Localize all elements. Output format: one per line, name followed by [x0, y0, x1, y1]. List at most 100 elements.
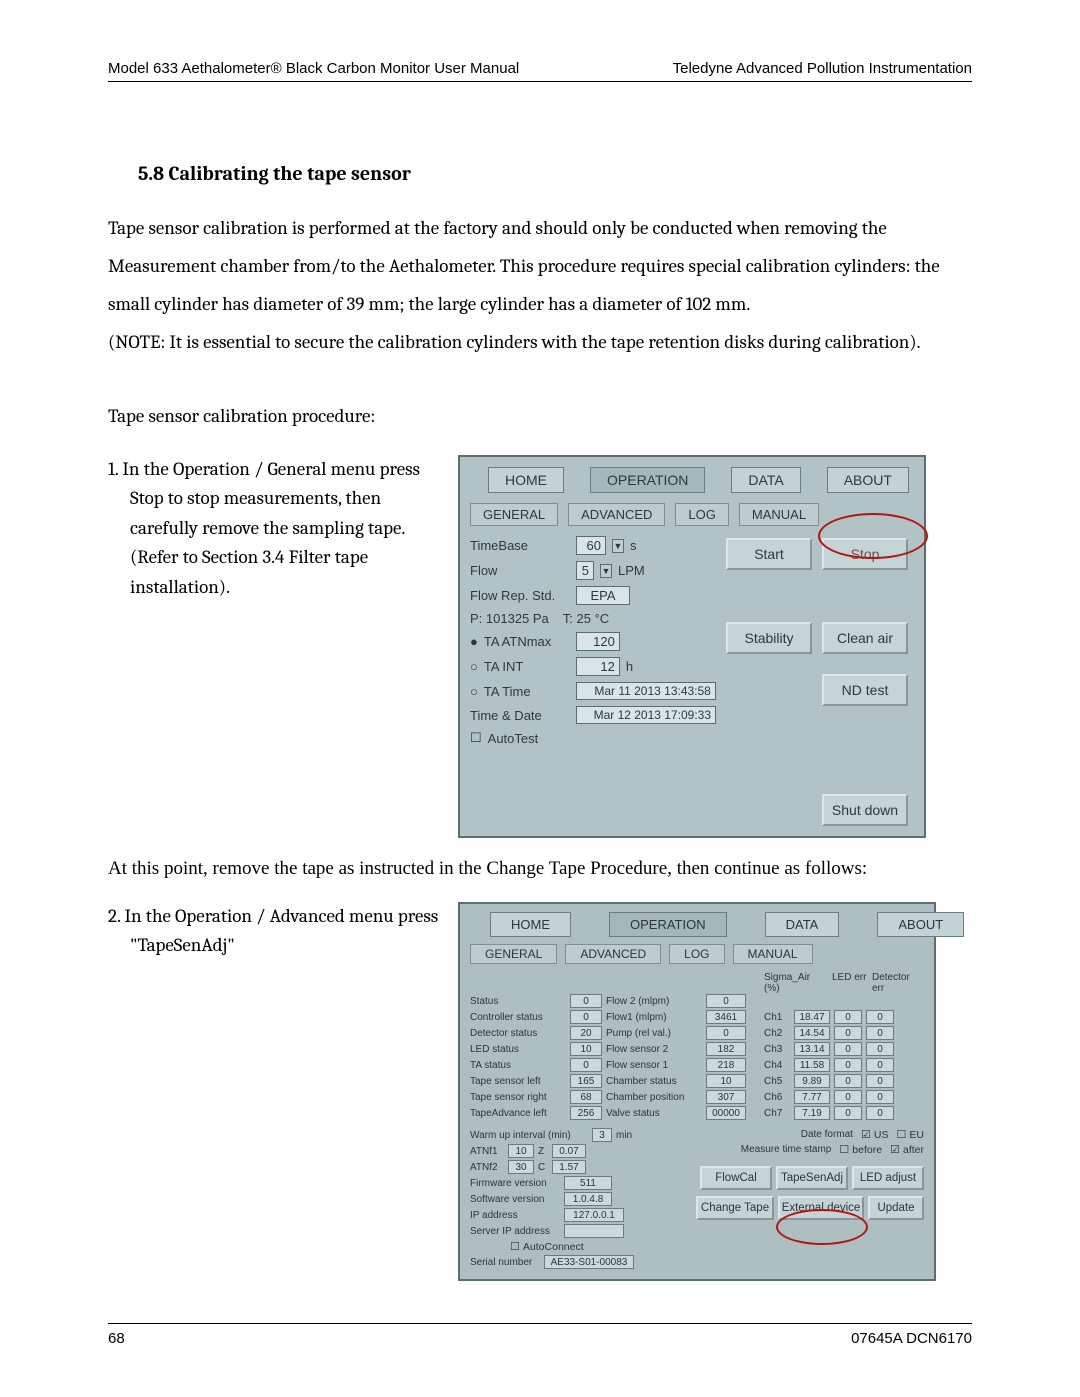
left-label: Tape sensor right [470, 1092, 566, 1103]
tapesenadj-button[interactable]: TapeSenAdj [776, 1166, 848, 1190]
stop-button[interactable]: Stop [822, 538, 908, 570]
shutdown-button[interactable]: Shut down [822, 794, 908, 826]
ta-atnmax-input[interactable]: 120 [576, 632, 620, 651]
page-footer: 68 07645A DCN6170 [108, 1323, 972, 1347]
ip-val: 127.0.0.1 [564, 1208, 624, 1222]
ta-int-label[interactable]: TA INT [484, 659, 570, 674]
between-text: At this point, remove the tape as instru… [108, 858, 972, 880]
atn1-input[interactable]: 10 [508, 1144, 534, 1158]
left-val: 0 [570, 1010, 602, 1024]
timebase-input[interactable]: 60 [576, 536, 606, 555]
chk-us[interactable]: US [861, 1128, 889, 1141]
left-label: Tape sensor left [470, 1076, 566, 1087]
dropdown-icon[interactable]: ▼ [612, 539, 624, 553]
stability-button[interactable]: Stability [726, 622, 812, 654]
tab-advanced[interactable]: ADVANCED [565, 944, 661, 964]
ndtest-button[interactable]: ND test [822, 674, 908, 706]
sigma-val: 14.54 [794, 1026, 830, 1040]
tab-manual[interactable]: MANUAL [739, 503, 819, 526]
ta-int-unit: h [626, 659, 633, 674]
status-row: Detector status20Pump (rel val.)0Ch214.5… [470, 1026, 924, 1040]
externaldevice-button[interactable]: External device [778, 1196, 864, 1220]
atn2-input[interactable]: 30 [508, 1160, 534, 1174]
update-button[interactable]: Update [868, 1196, 924, 1220]
flow-label: Flow [470, 563, 570, 578]
changetape-button[interactable]: Change Tape [696, 1196, 774, 1220]
procedure-intro: Tape sensor calibration procedure: [108, 397, 972, 435]
autoconnect-checkbox[interactable]: AutoConnect [510, 1240, 584, 1253]
chk-after[interactable]: after [890, 1143, 924, 1156]
sigma-val: 11.58 [794, 1058, 830, 1072]
tab-operation[interactable]: OPERATION [590, 467, 705, 493]
ta-time-input[interactable]: Mar 11 2013 13:43:58 [576, 682, 716, 700]
srv-val[interactable] [564, 1224, 624, 1238]
chk-before[interactable]: before [839, 1143, 882, 1156]
tab-home[interactable]: HOME [488, 467, 564, 493]
warmup-label: Warm up interval (min) [470, 1130, 588, 1141]
tab-home[interactable]: HOME [490, 912, 571, 937]
left-label: Detector status [470, 1028, 566, 1039]
header-right: Teledyne Advanced Pollution Instrumentat… [673, 60, 972, 77]
step1-text: 1. In the Operation / General menu press… [130, 455, 440, 602]
tab-log[interactable]: LOG [675, 503, 728, 526]
ui1-right-panel: Start Stop Stability Clean air ND test S… [726, 536, 914, 826]
atn1-zval[interactable]: 0.07 [552, 1144, 586, 1158]
tab-general[interactable]: GENERAL [470, 944, 557, 964]
ui-advanced-screenshot: HOME OPERATION DATA ABOUT GENERAL ADVANC… [458, 902, 936, 1281]
warmup-input[interactable]: 3 [592, 1128, 612, 1142]
led-val: 0 [834, 1026, 862, 1040]
tab-data[interactable]: DATA [731, 467, 800, 493]
sw-val: 1.0.4.8 [564, 1192, 612, 1206]
ui1-left-panel: TimeBase 60▼ s Flow 5▼ LPM Flow Rep. Std… [470, 536, 718, 826]
tab-manual[interactable]: MANUAL [733, 944, 813, 964]
dropdown-icon[interactable]: ▼ [600, 564, 612, 578]
mts-label: Measure time stamp [741, 1144, 832, 1155]
tab-about[interactable]: ABOUT [827, 467, 909, 493]
ta-int-input[interactable]: 12 [576, 657, 620, 676]
ta-time-label[interactable]: TA Time [484, 684, 570, 699]
ch-label: Ch5 [764, 1076, 790, 1087]
tab-operation[interactable]: OPERATION [609, 912, 727, 937]
tab-general[interactable]: GENERAL [470, 503, 558, 526]
autotest-checkbox[interactable]: AutoTest [488, 731, 539, 746]
tab-advanced[interactable]: ADVANCED [568, 503, 665, 526]
left-label: Controller status [470, 1012, 566, 1023]
cleanair-button[interactable]: Clean air [822, 622, 908, 654]
page-header: Model 633 Aethalometer® Black Carbon Mon… [108, 60, 972, 82]
status-row: TapeAdvance left256Valve status00000Ch77… [470, 1106, 924, 1120]
warmup-unit: min [616, 1130, 632, 1141]
mid-label: Flow1 (mlpm) [606, 1012, 702, 1023]
left-val: 165 [570, 1074, 602, 1088]
tab-data[interactable]: DATA [765, 912, 840, 937]
flowcal-button[interactable]: FlowCal [700, 1166, 772, 1190]
timedate-label: Time & Date [470, 708, 570, 723]
start-button[interactable]: Start [726, 538, 812, 570]
sw-label: Software version [470, 1194, 560, 1205]
ta-atnmax-label[interactable]: TA ATNmax [484, 634, 570, 649]
left-val: 20 [570, 1026, 602, 1040]
timedate-input[interactable]: Mar 12 2013 17:09:33 [576, 706, 716, 724]
left-val: 0 [570, 1058, 602, 1072]
sigma-val: 7.19 [794, 1106, 830, 1120]
mid-val: 218 [706, 1058, 746, 1072]
ch-label: Ch2 [764, 1028, 790, 1039]
flow-input[interactable]: 5 [576, 561, 594, 580]
led-val: 0 [834, 1090, 862, 1104]
tab-log[interactable]: LOG [669, 944, 724, 964]
chk-eu[interactable]: EU [896, 1128, 924, 1141]
mid-label: Flow sensor 2 [606, 1044, 702, 1055]
srv-label: Server IP address [470, 1226, 560, 1237]
flowrep-input[interactable]: EPA [576, 586, 630, 605]
serial-label: Serial number [470, 1257, 540, 1268]
p-value: P: 101325 Pa [470, 611, 549, 626]
left-val: 10 [570, 1042, 602, 1056]
status-row: Status0Flow 2 (mlpm)0 [470, 994, 924, 1008]
tab-about[interactable]: ABOUT [877, 912, 964, 937]
left-label: TA status [470, 1060, 566, 1071]
ch-label: Ch7 [764, 1108, 790, 1119]
mid-val: 00000 [706, 1106, 746, 1120]
timebase-label: TimeBase [470, 538, 570, 553]
ledadjust-button[interactable]: LED adjust [852, 1166, 924, 1190]
atn2-cval[interactable]: 1.57 [552, 1160, 586, 1174]
ch-label: Ch1 [764, 1012, 790, 1023]
